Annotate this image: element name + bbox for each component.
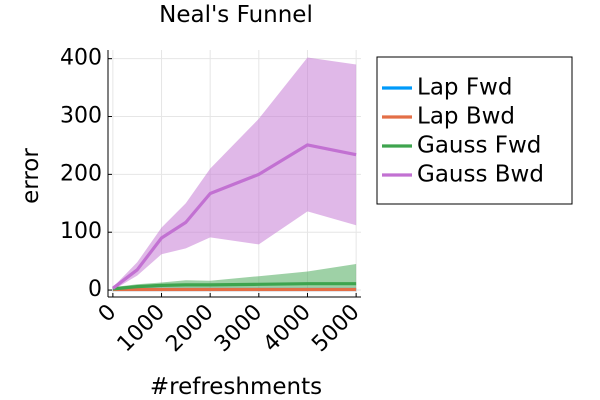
legend: Lap Fwd Lap Bwd Gauss Fwd Gauss Bwd: [376, 56, 573, 205]
legend-label-gauss-fwd: Gauss Fwd: [417, 133, 541, 159]
line-gauss-fwd: [112, 282, 357, 291]
x-tick-label: 5000: [307, 300, 364, 357]
x-tick-label: 3000: [210, 300, 267, 357]
y-tick-labels: 0 100 200 300 400: [60, 46, 102, 302]
x-axis-label: #refreshments: [150, 374, 322, 400]
line-gauss-bwd: [111, 143, 357, 290]
legend-label-gauss-bwd: Gauss Bwd: [417, 162, 544, 188]
x-tick-label: 0: [94, 300, 122, 328]
y-tick-label: 200: [60, 161, 102, 186]
y-tick-label: 100: [60, 219, 102, 244]
y-tick-label: 300: [60, 104, 102, 129]
legend-label-lap-fwd: Lap Fwd: [417, 75, 512, 101]
legend-label-lap-bwd: Lap Bwd: [417, 104, 515, 130]
x-tick-label: 2000: [161, 300, 218, 357]
x-tick-label: 4000: [259, 300, 316, 357]
x-tick-label: 1000: [113, 300, 170, 357]
legend-box: [376, 56, 573, 205]
y-axis-label: error: [18, 148, 44, 204]
axes: [107, 50, 361, 298]
y-tick-label: 0: [88, 277, 102, 302]
series-lines: [111, 143, 357, 292]
chart-title: Neal's Funnel: [159, 2, 313, 28]
y-tick-label: 400: [60, 46, 102, 71]
